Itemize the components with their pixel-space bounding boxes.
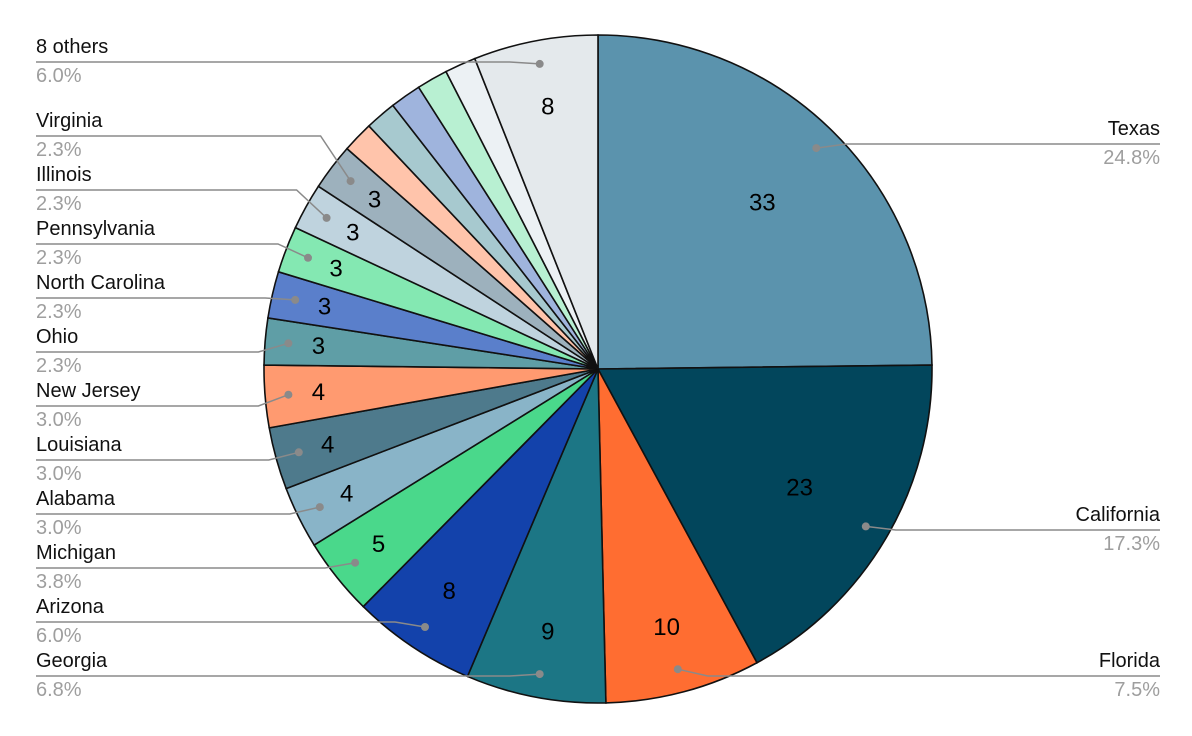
- slice-texas[interactable]: [597, 34, 933, 370]
- slice-8-others[interactable]: [473, 34, 599, 370]
- percent-label-michigan: 3.8%: [36, 571, 82, 593]
- leader-line-michigan: [36, 561, 356, 569]
- leader-line-georgia: [36, 673, 540, 677]
- slice-florida[interactable]: [597, 368, 759, 704]
- leader-line-8-others: [36, 61, 540, 65]
- category-label-virginia: Virginia: [36, 110, 103, 132]
- value-label-ohio: 3: [312, 333, 325, 360]
- category-label-north-carolina: North Carolina: [36, 272, 166, 294]
- value-label-new-jersey: 4: [312, 379, 325, 406]
- percent-label-ohio: 2.3%: [36, 355, 82, 377]
- percent-label-arizona: 6.0%: [36, 625, 82, 647]
- value-label-arizona: 8: [443, 578, 456, 605]
- leader-line-florida: [677, 668, 1160, 677]
- slice-georgia[interactable]: [466, 368, 607, 704]
- value-label-georgia: 9: [541, 618, 554, 645]
- category-label-8-others: 8 others: [36, 36, 108, 58]
- leader-line-alabama: [36, 506, 320, 515]
- percent-label-california: 17.3%: [1103, 533, 1160, 555]
- percent-label-texas: 24.8%: [1103, 147, 1160, 169]
- category-label-california: California: [1076, 504, 1161, 526]
- category-label-alabama: Alabama: [36, 488, 116, 510]
- value-label-illinois: 3: [346, 220, 359, 247]
- leader-line-texas: [816, 143, 1160, 149]
- value-label-virginia: 3: [368, 186, 381, 213]
- leader-lines: [36, 59, 1160, 679]
- category-label-pennsylvania: Pennsylvania: [36, 218, 156, 240]
- leader-line-california: [865, 525, 1160, 531]
- value-label-8-others: 8: [541, 94, 554, 121]
- percent-label-virginia: 2.3%: [36, 139, 82, 161]
- value-label-north-carolina: 3: [318, 294, 331, 321]
- category-label-florida: Florida: [1099, 650, 1161, 672]
- value-label-pennsylvania: 3: [329, 256, 342, 283]
- leader-line-arizona: [36, 621, 426, 628]
- leader-line-north-carolina: [36, 297, 296, 301]
- slice-labels: Texas 24.8% California 17.3% Florida 7.5% Geor…: [36, 36, 1161, 701]
- percent-label-alabama: 3.0%: [36, 517, 82, 539]
- leader-line-pennsylvania: [36, 243, 309, 259]
- percent-label-8-others: 6.0%: [36, 65, 82, 87]
- percent-label-georgia: 6.8%: [36, 679, 82, 701]
- leader-dot-8-others: [535, 59, 544, 68]
- category-label-michigan: Michigan: [36, 542, 116, 564]
- slice-california[interactable]: [596, 364, 933, 664]
- category-label-texas: Texas: [1108, 118, 1160, 140]
- leader-line-illinois: [36, 189, 328, 219]
- percent-label-illinois: 2.3%: [36, 193, 82, 215]
- percent-label-florida: 7.5%: [1114, 679, 1160, 701]
- category-label-louisiana: Louisiana: [36, 434, 123, 456]
- value-label-florida: 10: [653, 614, 680, 641]
- category-label-georgia: Georgia: [36, 650, 108, 672]
- value-label-texas: 33: [749, 190, 776, 217]
- category-label-ohio: Ohio: [36, 326, 78, 348]
- leader-line-virginia: [36, 135, 352, 182]
- value-label-alabama: 4: [340, 481, 353, 508]
- percent-label-new-jersey: 3.0%: [36, 409, 82, 431]
- value-label-california: 23: [786, 475, 813, 502]
- category-label-arizona: Arizona: [36, 596, 105, 618]
- leader-line-ohio: [36, 342, 289, 353]
- pie-slices: [263, 34, 933, 704]
- value-label-louisiana: 4: [321, 431, 334, 458]
- value-label-michigan: 5: [372, 531, 385, 558]
- leader-line-louisiana: [36, 451, 299, 461]
- percent-label-pennsylvania: 2.3%: [36, 247, 82, 269]
- leader-line-new-jersey: [36, 393, 289, 407]
- category-label-new-jersey: New Jersey: [36, 380, 140, 402]
- category-label-illinois: Illinois: [36, 164, 92, 186]
- percent-label-north-carolina: 2.3%: [36, 301, 82, 323]
- percent-label-louisiana: 3.0%: [36, 463, 82, 485]
